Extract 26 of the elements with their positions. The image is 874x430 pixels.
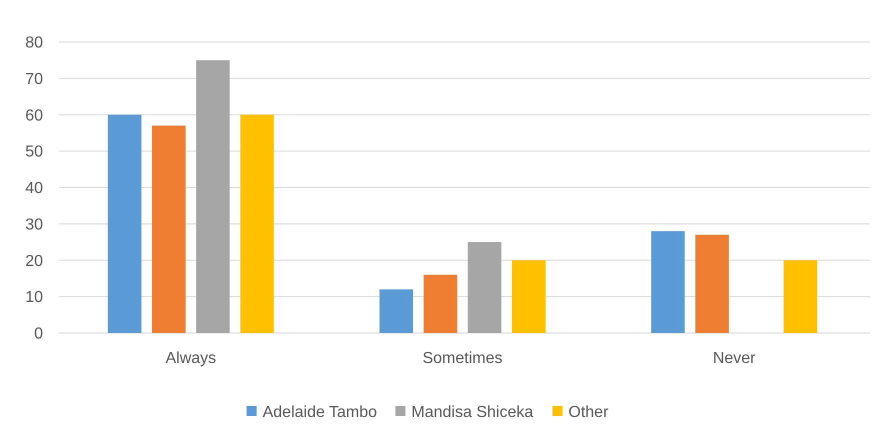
bar [152,126,186,333]
bar [468,242,502,333]
y-tick-label: 30 [25,216,44,234]
y-tick-label: 50 [25,144,44,161]
x-tick-label: Sometimes [422,350,503,367]
bar [380,289,414,333]
bar [784,260,818,333]
y-tick-label: 0 [34,326,44,343]
y-tick-label: 80 [25,34,44,52]
bar [651,231,685,333]
y-tick-label: 40 [25,180,44,198]
bar [108,114,142,333]
bar [512,260,546,333]
y-tick-label: 70 [25,70,44,88]
legend-label: Adelaide Tambo [262,404,378,421]
x-tick-label: Never [712,350,756,367]
y-tick-label: 20 [25,252,44,270]
bar [424,274,458,333]
bar [196,60,230,333]
y-tick-label: 10 [25,289,44,306]
bar [695,234,729,333]
bar [240,114,274,333]
y-tick-label: 60 [25,107,44,124]
legend-label: Mandisa Shiceka [411,404,534,421]
legend-label: Other [568,404,610,421]
x-tick-label: Always [165,350,216,367]
